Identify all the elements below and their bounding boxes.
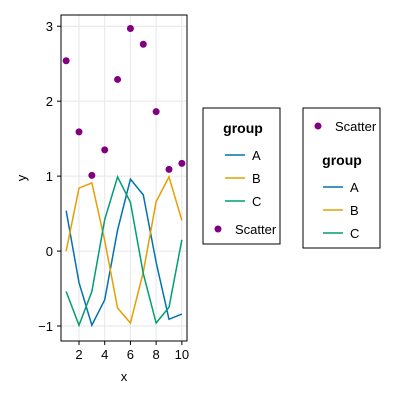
series-line-b: [65, 174, 183, 325]
y-tick-label: −1: [38, 319, 53, 334]
x-tick-label: 2: [75, 347, 82, 362]
legend-label-a: A: [350, 180, 359, 195]
legend-label-c: C: [252, 194, 261, 209]
series-line-c: [65, 174, 183, 328]
series-line-a: [65, 177, 183, 328]
legend-label-scatter: Scatter: [235, 222, 277, 237]
y-tick-label: 0: [46, 244, 53, 259]
x-tick-label: 4: [101, 347, 108, 362]
legend-group-scatter: group ABC Scatter: [202, 107, 281, 245]
legend-box: [302, 107, 381, 249]
y-tick-label: 2: [46, 94, 53, 109]
legend-label-b: B: [350, 203, 359, 218]
y-tick-label: 3: [46, 19, 53, 34]
y-tick-label: 1: [46, 169, 53, 184]
legend-swatch-scatter: [214, 225, 222, 233]
plot-frame: [60, 14, 188, 342]
legend-title: group: [322, 152, 362, 168]
scatter-point: [114, 75, 122, 83]
legend-title: group: [223, 120, 263, 136]
legend-scatter-group: group Scatter ABC: [302, 107, 381, 249]
scatter-point: [101, 146, 109, 154]
legend-swatch-scatter: [314, 122, 322, 130]
x-tick-label: 8: [153, 347, 160, 362]
legend-label-a: A: [252, 148, 261, 163]
legend-box: [202, 107, 281, 245]
scatter-point: [75, 128, 83, 136]
x-axis-ticks: 2 4 6 8 10: [75, 341, 189, 362]
x-tick-label: 6: [127, 347, 134, 362]
scatter-point: [126, 24, 134, 32]
scatter-point: [62, 57, 70, 65]
x-axis-label: x: [121, 369, 128, 384]
series-layer: [62, 24, 186, 328]
scatter-point: [165, 165, 173, 173]
scatter-point: [139, 40, 147, 48]
y-axis-label: y: [14, 174, 29, 181]
legend-label-scatter: Scatter: [335, 119, 377, 134]
x-tick-label: 10: [175, 347, 189, 362]
scatter-point: [152, 108, 160, 116]
y-axis-ticks: −1 0 1 2 3: [38, 19, 61, 334]
scatter-point: [88, 171, 96, 179]
legend-label-c: C: [350, 226, 359, 241]
scatter-point: [178, 159, 186, 167]
legend-label-b: B: [252, 171, 261, 186]
